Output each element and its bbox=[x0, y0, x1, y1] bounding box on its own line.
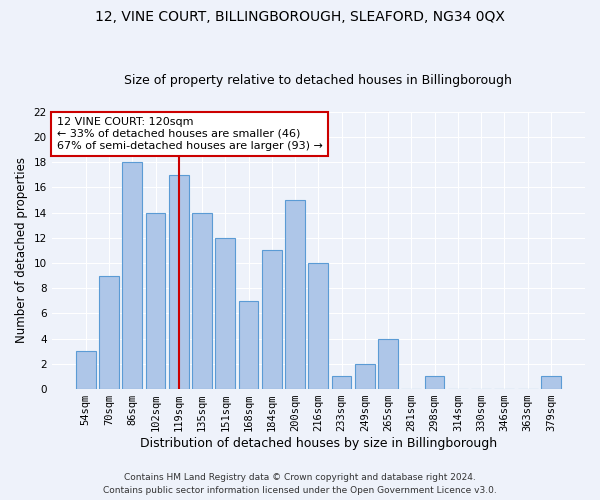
Bar bbox=[76, 352, 95, 389]
Text: 12 VINE COURT: 120sqm
← 33% of detached houses are smaller (46)
67% of semi-deta: 12 VINE COURT: 120sqm ← 33% of detached … bbox=[57, 118, 323, 150]
Bar bbox=[541, 376, 561, 389]
Bar bbox=[215, 238, 235, 389]
Text: 12, VINE COURT, BILLINGBOROUGH, SLEAFORD, NG34 0QX: 12, VINE COURT, BILLINGBOROUGH, SLEAFORD… bbox=[95, 10, 505, 24]
Bar bbox=[239, 301, 259, 389]
Bar bbox=[308, 263, 328, 389]
Text: Contains HM Land Registry data © Crown copyright and database right 2024.
Contai: Contains HM Land Registry data © Crown c… bbox=[103, 474, 497, 495]
Bar bbox=[285, 200, 305, 389]
Title: Size of property relative to detached houses in Billingborough: Size of property relative to detached ho… bbox=[124, 74, 512, 87]
Bar bbox=[425, 376, 445, 389]
Bar bbox=[169, 175, 188, 389]
Bar bbox=[355, 364, 375, 389]
Bar bbox=[146, 212, 166, 389]
Bar bbox=[99, 276, 119, 389]
X-axis label: Distribution of detached houses by size in Billingborough: Distribution of detached houses by size … bbox=[140, 437, 497, 450]
Bar bbox=[192, 212, 212, 389]
Bar bbox=[262, 250, 282, 389]
Y-axis label: Number of detached properties: Number of detached properties bbox=[15, 158, 28, 344]
Bar bbox=[332, 376, 352, 389]
Bar bbox=[122, 162, 142, 389]
Bar bbox=[378, 338, 398, 389]
